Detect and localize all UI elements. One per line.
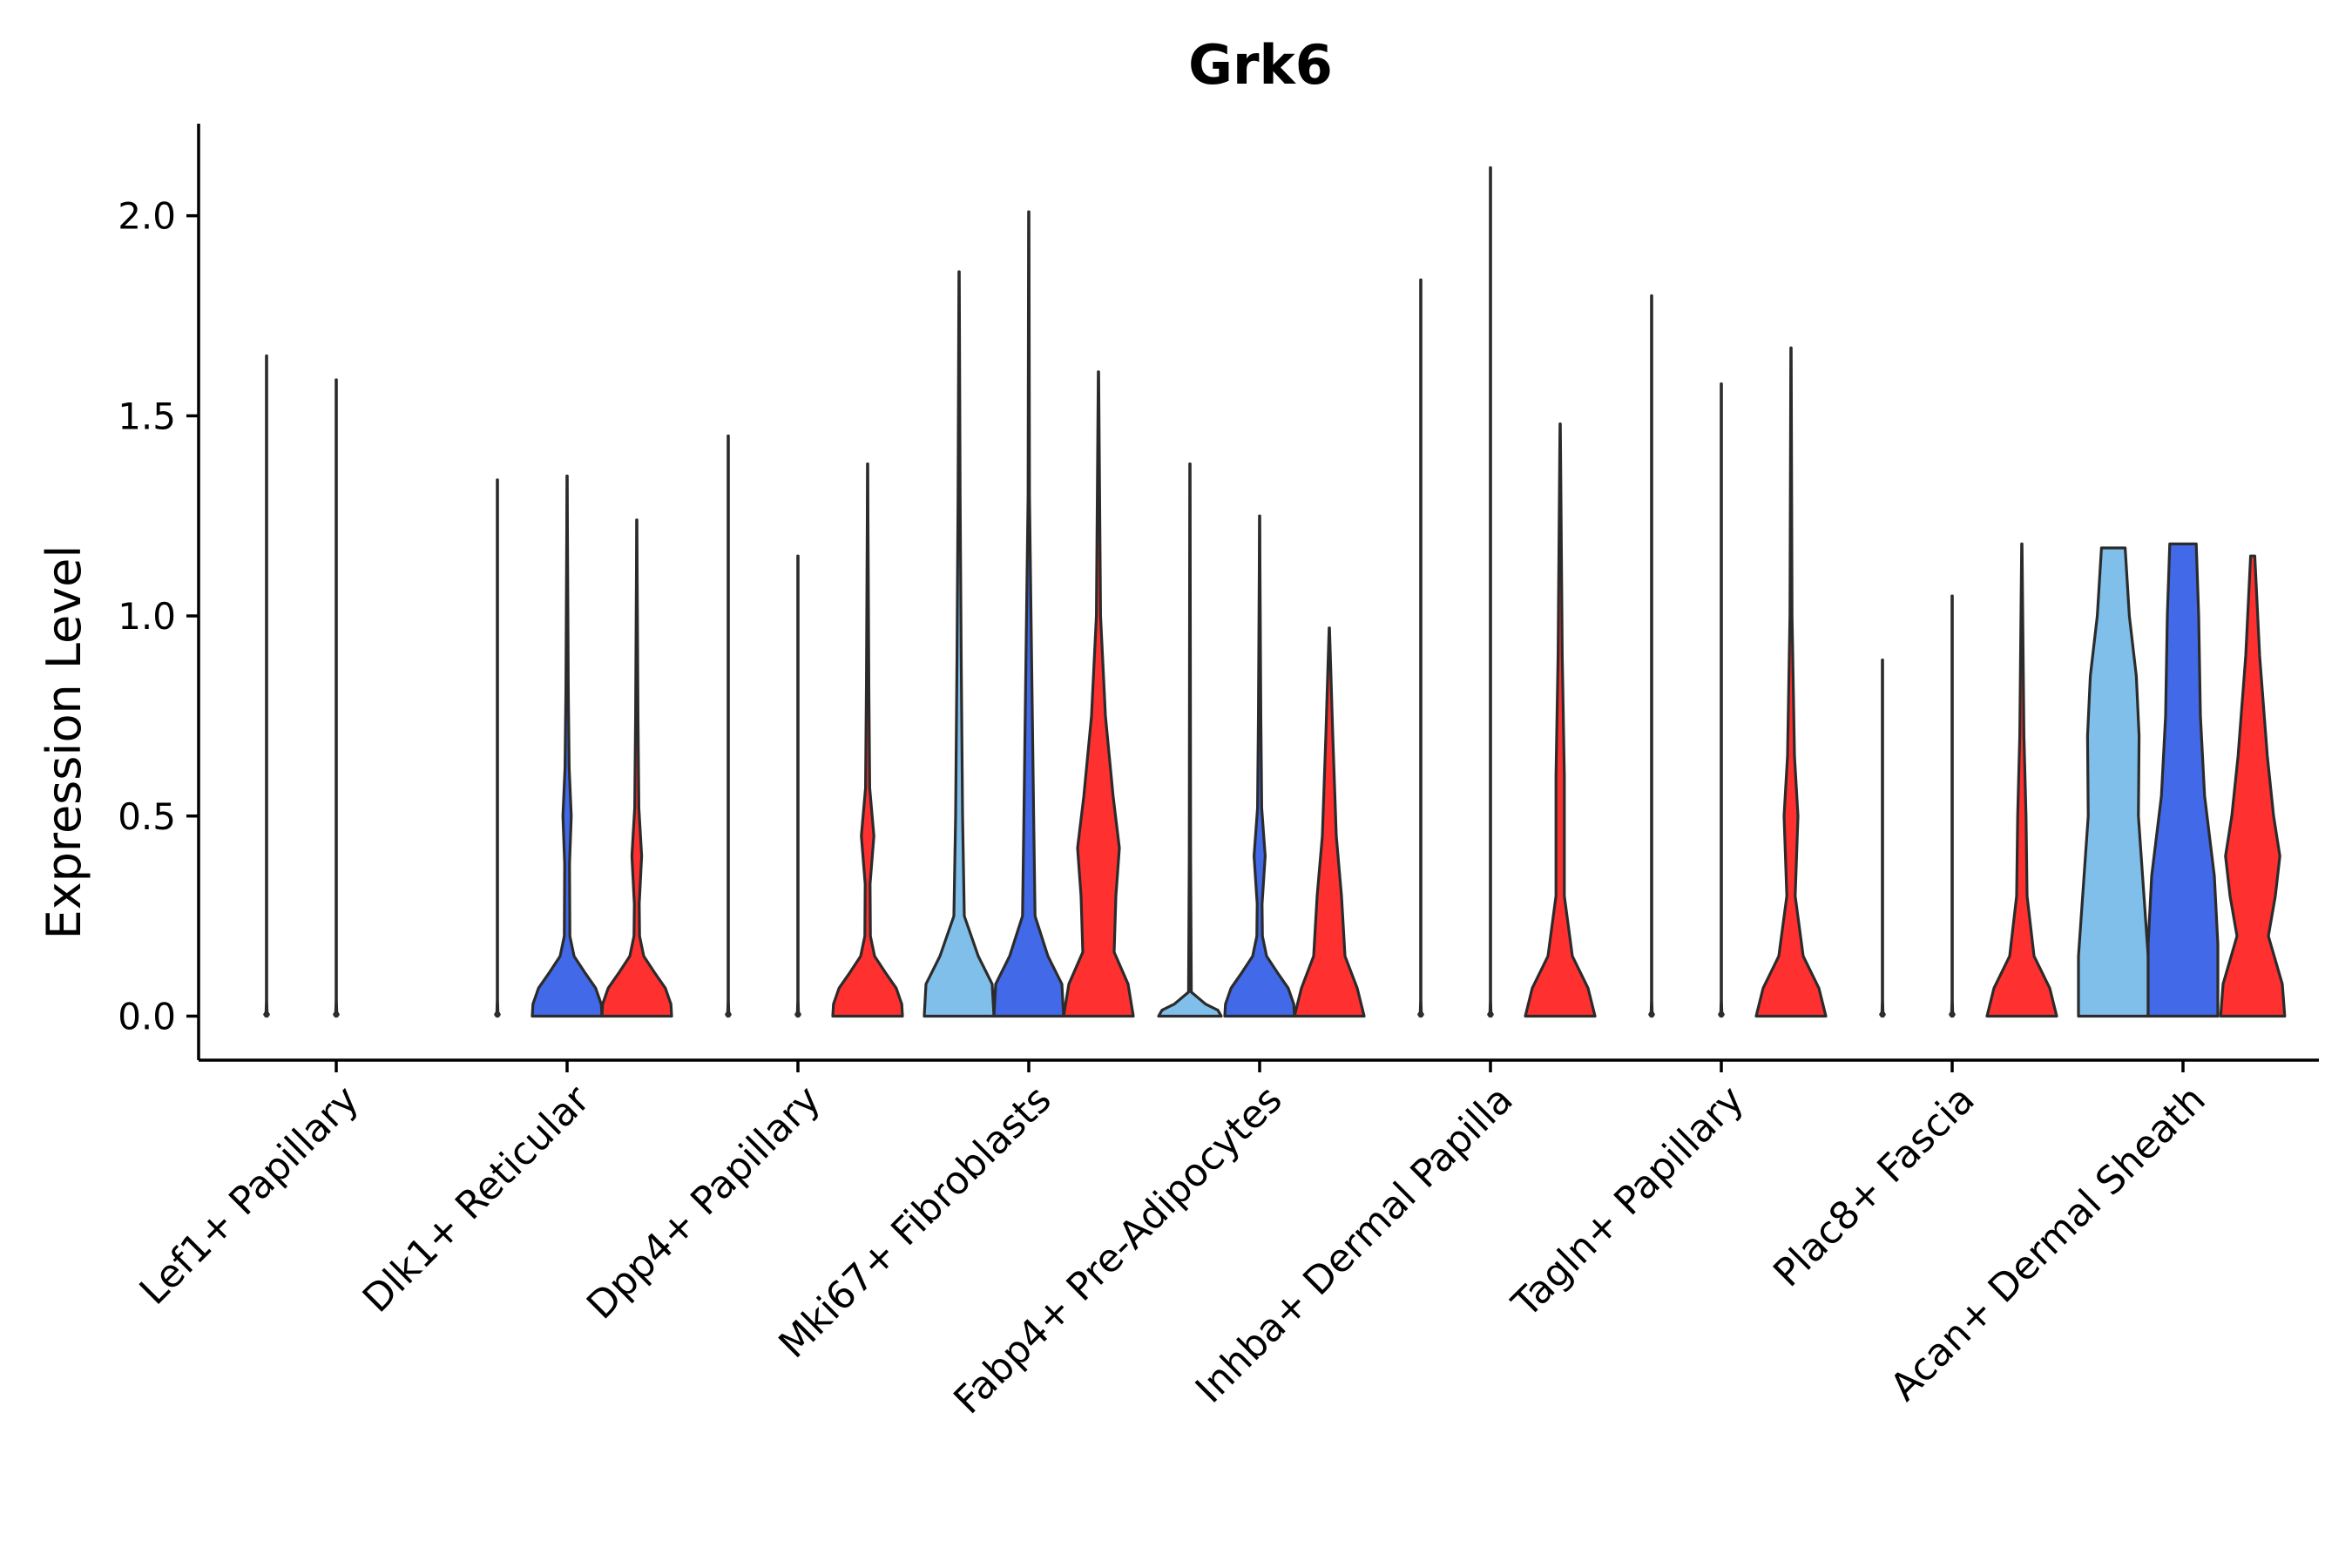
y-axis-label: Expression Level (37, 545, 91, 940)
violin-2-3 (600, 518, 673, 1018)
violin-4-3 (1062, 370, 1135, 1018)
violin-7-3 (1754, 346, 1828, 1018)
violin-9-1 (2077, 546, 2150, 1018)
violin-4-1 (923, 270, 996, 1018)
x-tick-label: Plac8+ Fascia (1765, 1078, 1984, 1296)
violin-8-1 (1879, 659, 1886, 1018)
violin-6-2 (1487, 166, 1494, 1018)
violin-8-3 (1985, 542, 2058, 1018)
violin-group (263, 166, 2287, 1018)
violin-8-2 (1949, 594, 1956, 1018)
violin-3-2 (794, 554, 801, 1018)
violin-1-1 (263, 354, 270, 1018)
violin-9-3 (2219, 554, 2287, 1018)
violin-5-1 (1157, 462, 1223, 1018)
violin-3-1 (725, 434, 732, 1018)
x-tick-label: Dpp4+ Papillary (578, 1078, 829, 1328)
violin-7-1 (1648, 294, 1655, 1018)
violin-7-2 (1718, 382, 1725, 1018)
y-tick-label: 2.0 (118, 195, 176, 238)
y-ticks: 0.0 0.5 1.0 1.5 2.0 (118, 195, 199, 1037)
y-tick-label: 1.5 (118, 395, 176, 437)
violin-6-1 (1417, 278, 1424, 1018)
violin-6-3 (1524, 422, 1597, 1018)
y-tick-label: 1.0 (118, 595, 176, 638)
x-tick-label: Tagln+ Papillary (1504, 1078, 1753, 1327)
violin-2-1 (494, 478, 501, 1018)
violin-5-2 (1223, 514, 1296, 1018)
chart-title: Grk6 (1188, 33, 1333, 97)
y-tick-label: 0.5 (118, 795, 176, 838)
violin-1-2 (333, 378, 340, 1018)
violin-4-2 (992, 210, 1065, 1018)
y-tick-label: 0.0 (118, 995, 176, 1037)
violin-2-2 (531, 474, 604, 1018)
violin-3-3 (831, 462, 904, 1018)
x-tick-label: Dlk1+ Reticular (355, 1077, 599, 1321)
violin-5-3 (1293, 626, 1366, 1018)
violin-9-2 (2146, 542, 2220, 1018)
x-tick-label: Lef1+ Papillary (132, 1078, 368, 1314)
